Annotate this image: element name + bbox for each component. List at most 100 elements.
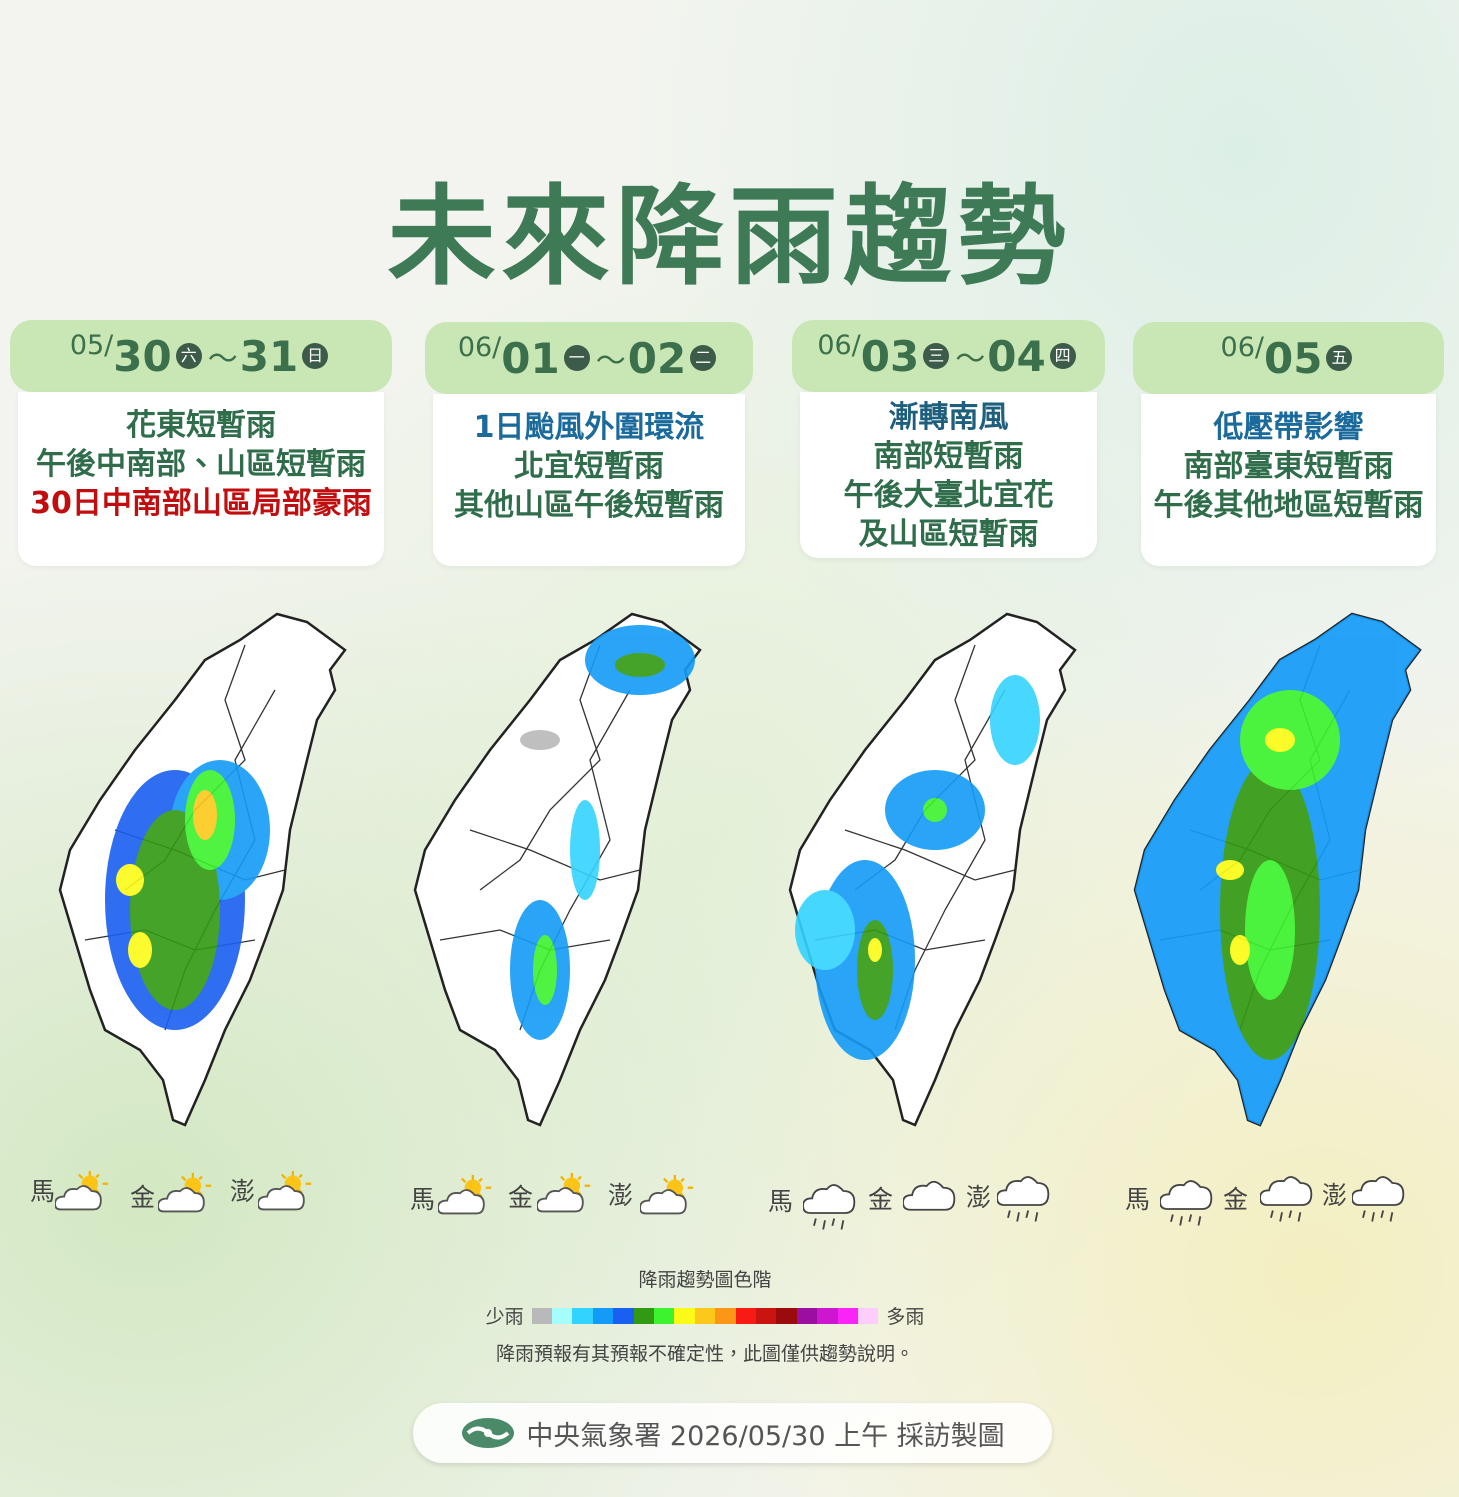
separator: ～	[955, 342, 986, 377]
weekday: 日	[302, 343, 329, 369]
line: 花東短暫雨	[126, 408, 276, 443]
legend-note: 降雨預報有其預報不確定性，此圖僅供趨勢說明。	[495, 1343, 914, 1365]
line: 1日颱風外圍環流	[473, 410, 705, 445]
weekday: 一	[563, 345, 590, 371]
weather-icon	[997, 1172, 1052, 1227]
legend-swatch	[755, 1307, 777, 1324]
description: 花東短暫雨 午後中南部、山區短暫雨 30日中南部山區局部豪雨	[18, 392, 384, 566]
legend-swatch	[694, 1307, 716, 1324]
weather-icon	[258, 1168, 313, 1216]
line: 其他山區午後短暫雨	[454, 488, 724, 523]
weather-icon	[1352, 1172, 1407, 1227]
island-label: 金	[868, 1185, 894, 1214]
description: 1日颱風外圍環流 北宜短暫雨 其他山區午後短暫雨	[433, 394, 745, 566]
island-label: 馬	[410, 1185, 436, 1214]
legend-title: 降雨趨勢圖色階	[638, 1269, 772, 1291]
day: 05	[1264, 333, 1323, 383]
weather-icon	[537, 1170, 592, 1218]
island-label: 澎	[608, 1181, 634, 1210]
legend-swatch	[796, 1307, 818, 1324]
rain-map	[400, 610, 710, 1130]
weather-icon	[55, 1168, 110, 1216]
island-label: 金	[1223, 1185, 1249, 1214]
month: 06/	[817, 330, 861, 361]
day: 30	[113, 331, 172, 381]
footer: 中央氣象署 2026/05/30 上午 採訪製圖	[413, 1403, 1052, 1463]
legend-swatch	[552, 1307, 573, 1324]
logo	[462, 1418, 515, 1448]
legend-swatch	[857, 1307, 879, 1324]
island-label: 馬	[30, 1177, 56, 1206]
line: 低壓帶影響	[1213, 410, 1364, 445]
date-header: 06/ 01 一 ～ 02 二	[425, 322, 753, 394]
legend-swatch	[613, 1307, 634, 1324]
day: 01	[501, 333, 560, 383]
weather-icon	[640, 1172, 695, 1220]
month: 06/	[1220, 332, 1264, 363]
description: 低壓帶影響 南部臺東短暫雨 午後其他地區短暫雨	[1141, 394, 1436, 566]
title: 未來降雨趨勢	[387, 175, 1072, 300]
legend: 降雨趨勢圖色階 少雨 多雨 降雨預報有其預報不確定性，此圖僅供趨勢說明。	[400, 1265, 1010, 1366]
month: 06/	[457, 332, 502, 363]
legend-swatch	[592, 1307, 614, 1324]
island-label: 澎	[1322, 1181, 1348, 1210]
legend-swatch	[817, 1307, 838, 1324]
weekday: 二	[690, 345, 717, 371]
line: 30日中南部山區局部豪雨	[30, 486, 372, 521]
island-label: 澎	[230, 1177, 256, 1206]
legend-swatch	[633, 1307, 655, 1324]
island-label: 金	[130, 1183, 156, 1212]
rain-map	[1120, 610, 1430, 1130]
separator: ～	[595, 344, 626, 379]
legend-swatch	[654, 1307, 675, 1324]
day: 02	[627, 333, 687, 383]
day: 31	[239, 331, 299, 381]
line: 午後中南部、山區短暫雨	[36, 447, 366, 482]
weather-icon	[903, 1172, 958, 1220]
description: 漸轉南風 南部短暫雨 午後大臺北宜花 及山區短暫雨	[800, 392, 1097, 558]
legend-swatches	[531, 1307, 879, 1324]
date-header: 06/ 03 三 ～ 04 四	[792, 320, 1105, 392]
weather-icon	[158, 1170, 213, 1218]
line: 南部臺東短暫雨	[1183, 449, 1394, 484]
date-header: 05/ 30 六 ～ 31 日	[10, 320, 392, 392]
weather-icon	[438, 1172, 493, 1220]
day: 04	[987, 331, 1046, 381]
weekday: 六	[175, 343, 202, 369]
legend-low: 少雨	[485, 1306, 524, 1328]
footer-text: 中央氣象署 2026/05/30 上午 採訪製圖	[526, 1420, 1005, 1452]
weather-icon	[1260, 1172, 1315, 1227]
legend-swatch	[776, 1307, 797, 1324]
weekday: 四	[1049, 343, 1076, 369]
legend-swatch	[674, 1307, 695, 1324]
rain-map	[45, 610, 355, 1130]
line: 及山區短暫雨	[858, 517, 1039, 552]
separator: ～	[207, 342, 238, 377]
line: 午後大臺北宜花	[843, 478, 1054, 513]
line: 午後其他地區短暫雨	[1153, 488, 1424, 523]
island-label: 澎	[966, 1183, 992, 1212]
legend-swatch	[837, 1307, 858, 1324]
line: 北宜短暫雨	[514, 449, 664, 484]
weather-icon	[803, 1180, 858, 1235]
legend-scale: 少雨 多雨	[400, 1302, 1010, 1329]
day: 03	[860, 331, 920, 381]
legend-swatch	[531, 1307, 553, 1324]
date-header: 06/ 05 五	[1133, 322, 1444, 394]
legend-swatch	[572, 1307, 593, 1324]
weekday: 三	[923, 343, 950, 369]
rain-map	[775, 610, 1085, 1130]
weekday: 五	[1326, 345, 1353, 371]
month: 05/	[69, 330, 114, 361]
island-label: 馬	[1125, 1185, 1151, 1214]
legend-swatch	[715, 1307, 736, 1324]
legend-high: 多雨	[886, 1306, 925, 1328]
legend-swatch	[735, 1307, 756, 1324]
weather-icon	[1160, 1176, 1215, 1231]
line: 漸轉南風	[888, 400, 1009, 435]
line: 南部短暫雨	[873, 439, 1024, 474]
island-label: 馬	[768, 1187, 794, 1216]
island-label: 金	[508, 1183, 534, 1212]
